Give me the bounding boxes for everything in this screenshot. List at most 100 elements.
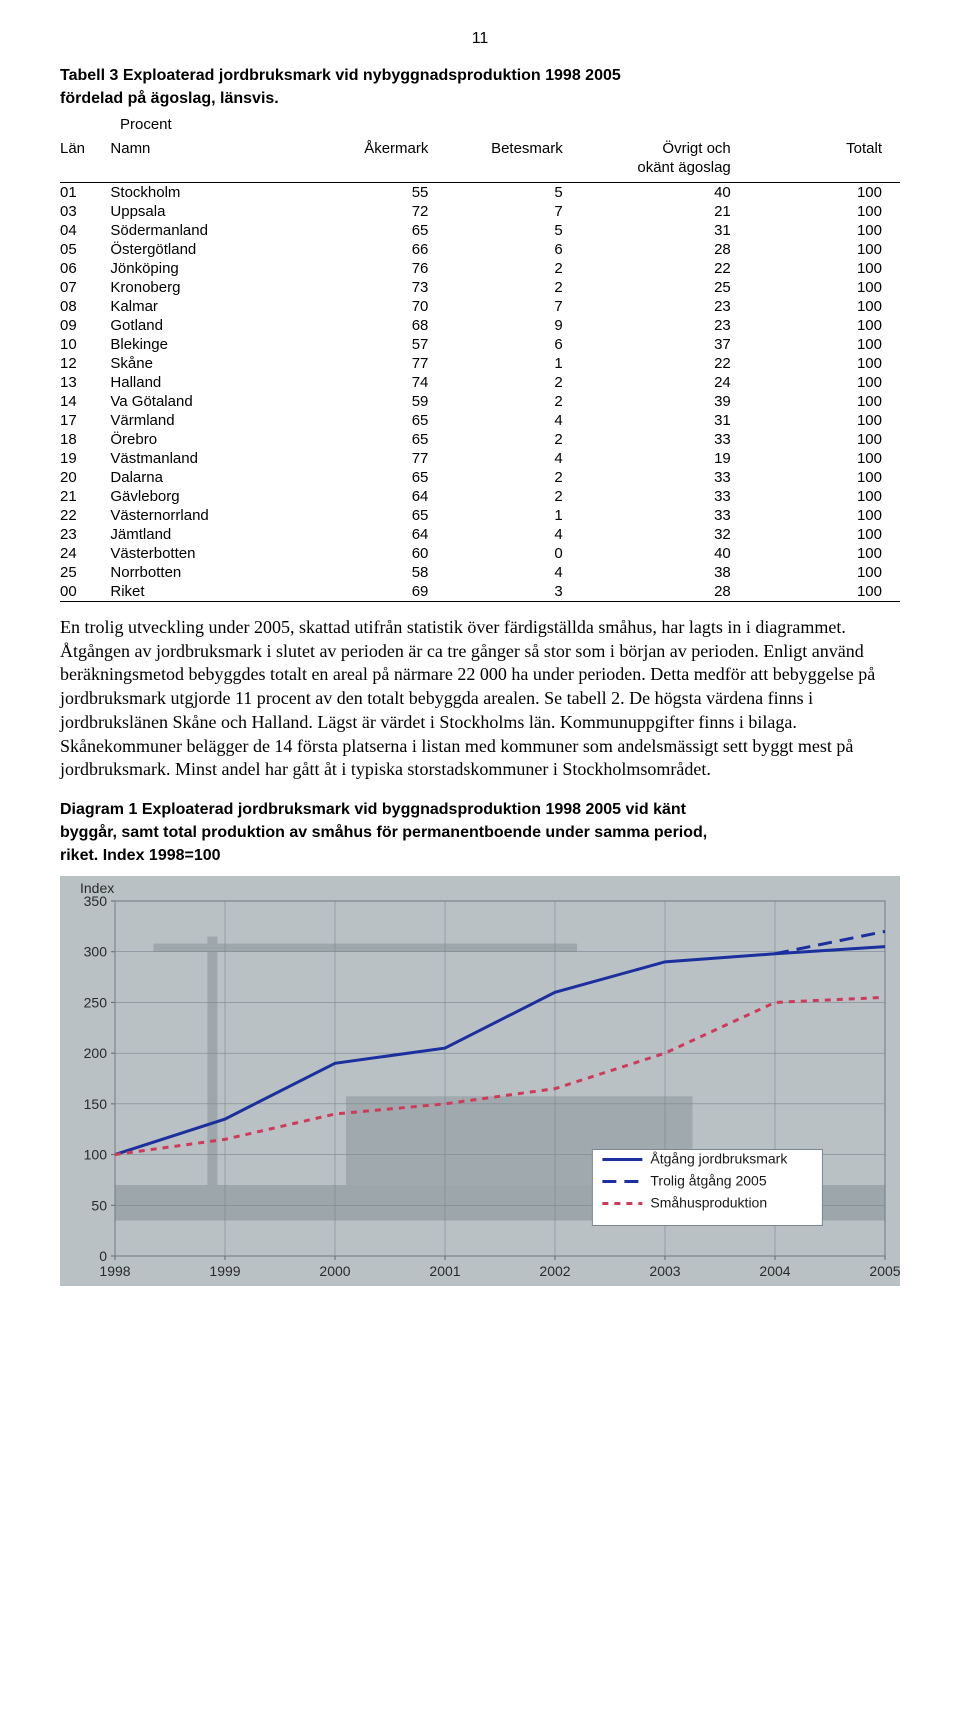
table-cell: Va Götaland	[110, 392, 312, 411]
table-cell: 23	[60, 525, 110, 544]
table-cell: 23	[581, 297, 749, 316]
table-cell: Norrbotten	[110, 563, 312, 582]
table-cell: Jämtland	[110, 525, 312, 544]
table-cell: Dalarna	[110, 468, 312, 487]
table-row: 19Västmanland77419100	[60, 449, 900, 468]
table-row: 04Södermanland65531100	[60, 221, 900, 240]
table-cell: 37	[581, 335, 749, 354]
table-cell: Värmland	[110, 411, 312, 430]
table-cell: 08	[60, 297, 110, 316]
table-cell: Uppsala	[110, 202, 312, 221]
table-cell: 09	[60, 316, 110, 335]
table-heading-line: Tabell 3 Exploaterad jordbruksmark vid n…	[60, 66, 900, 87]
table-cell: 07	[60, 278, 110, 297]
svg-text:350: 350	[84, 893, 108, 909]
svg-text:50: 50	[91, 1198, 107, 1214]
table-cell: Kronoberg	[110, 278, 312, 297]
table-cell: 100	[749, 506, 900, 525]
table-cell: 77	[312, 449, 446, 468]
table-cell: Västmanland	[110, 449, 312, 468]
table-cell: 33	[581, 506, 749, 525]
column-header: Län	[60, 138, 110, 182]
table-cell: 60	[312, 544, 446, 563]
table-cell: 2	[446, 487, 580, 506]
table-cell: 31	[581, 221, 749, 240]
table-cell: 5	[446, 182, 580, 202]
chart-heading-line: byggår, samt total produktion av småhus …	[60, 823, 900, 844]
svg-text:2001: 2001	[429, 1263, 460, 1279]
table-heading-line: fördelad på ägoslag, länsvis.	[60, 89, 900, 110]
table-cell: 2	[446, 392, 580, 411]
table-cell: 73	[312, 278, 446, 297]
table-cell: 55	[312, 182, 446, 202]
table-cell: 4	[446, 525, 580, 544]
svg-text:2000: 2000	[319, 1263, 350, 1279]
table-cell: 4	[446, 411, 580, 430]
chart-heading-line: Diagram 1 Exploaterad jordbruksmark vid …	[60, 800, 900, 821]
table-cell: 21	[60, 487, 110, 506]
table-heading: Tabell 3 Exploaterad jordbruksmark vid n…	[60, 66, 900, 110]
table-cell: 28	[581, 240, 749, 259]
table-row: 07Kronoberg73225100	[60, 278, 900, 297]
table-cell: 65	[312, 221, 446, 240]
table-row: 00Riket69328100	[60, 582, 900, 602]
table-cell: 77	[312, 354, 446, 373]
table-cell: Riket	[110, 582, 312, 602]
table-cell: 2	[446, 430, 580, 449]
table-row: 13Halland74224100	[60, 373, 900, 392]
table-cell: 22	[60, 506, 110, 525]
table-cell: 69	[312, 582, 446, 602]
table-cell: 00	[60, 582, 110, 602]
table-row: 22Västernorrland65133100	[60, 506, 900, 525]
table-cell: 65	[312, 430, 446, 449]
table-cell: Västerbotten	[110, 544, 312, 563]
svg-text:Småhusproduktion: Småhusproduktion	[650, 1195, 767, 1211]
table-cell: 100	[749, 259, 900, 278]
table-cell: 1	[446, 506, 580, 525]
table-cell: 68	[312, 316, 446, 335]
table-cell: 06	[60, 259, 110, 278]
table-cell: 100	[749, 544, 900, 563]
table-cell: 100	[749, 373, 900, 392]
chart: Index05010015020025030035019981999200020…	[60, 876, 900, 1291]
table-row: 23Jämtland64432100	[60, 525, 900, 544]
table-cell: 7	[446, 297, 580, 316]
table-cell: 59	[312, 392, 446, 411]
svg-text:2004: 2004	[759, 1263, 790, 1279]
table-cell: 100	[749, 392, 900, 411]
table-cell: 2	[446, 468, 580, 487]
table-cell: 100	[749, 182, 900, 202]
table-cell: 04	[60, 221, 110, 240]
table-cell: 22	[581, 259, 749, 278]
table-cell: 100	[749, 316, 900, 335]
svg-text:200: 200	[84, 1046, 108, 1062]
table-cell: Västernorrland	[110, 506, 312, 525]
table-cell: 25	[581, 278, 749, 297]
svg-text:0: 0	[99, 1248, 107, 1264]
table-cell: 5	[446, 221, 580, 240]
table-cell: 66	[312, 240, 446, 259]
table-row: 12Skåne77122100	[60, 354, 900, 373]
table-cell: 100	[749, 449, 900, 468]
svg-text:100: 100	[84, 1147, 108, 1163]
table-cell: Örebro	[110, 430, 312, 449]
table-cell: Gävleborg	[110, 487, 312, 506]
table-cell: 1	[446, 354, 580, 373]
table-cell: 24	[60, 544, 110, 563]
table-cell: 64	[312, 525, 446, 544]
column-header: Namn	[110, 138, 312, 182]
table-cell: 18	[60, 430, 110, 449]
table-cell: 100	[749, 221, 900, 240]
table-cell: 01	[60, 182, 110, 202]
table-cell: 10	[60, 335, 110, 354]
table-row: 20Dalarna65233100	[60, 468, 900, 487]
table-cell: 100	[749, 354, 900, 373]
table-row: 14Va Götaland59239100	[60, 392, 900, 411]
table-row: 01Stockholm55540100	[60, 182, 900, 202]
table-cell: Stockholm	[110, 182, 312, 202]
table-cell: 70	[312, 297, 446, 316]
svg-text:2002: 2002	[539, 1263, 570, 1279]
table-cell: 58	[312, 563, 446, 582]
svg-text:Åtgång jordbruksmark: Åtgång jordbruksmark	[650, 1151, 788, 1167]
table-cell: 20	[60, 468, 110, 487]
